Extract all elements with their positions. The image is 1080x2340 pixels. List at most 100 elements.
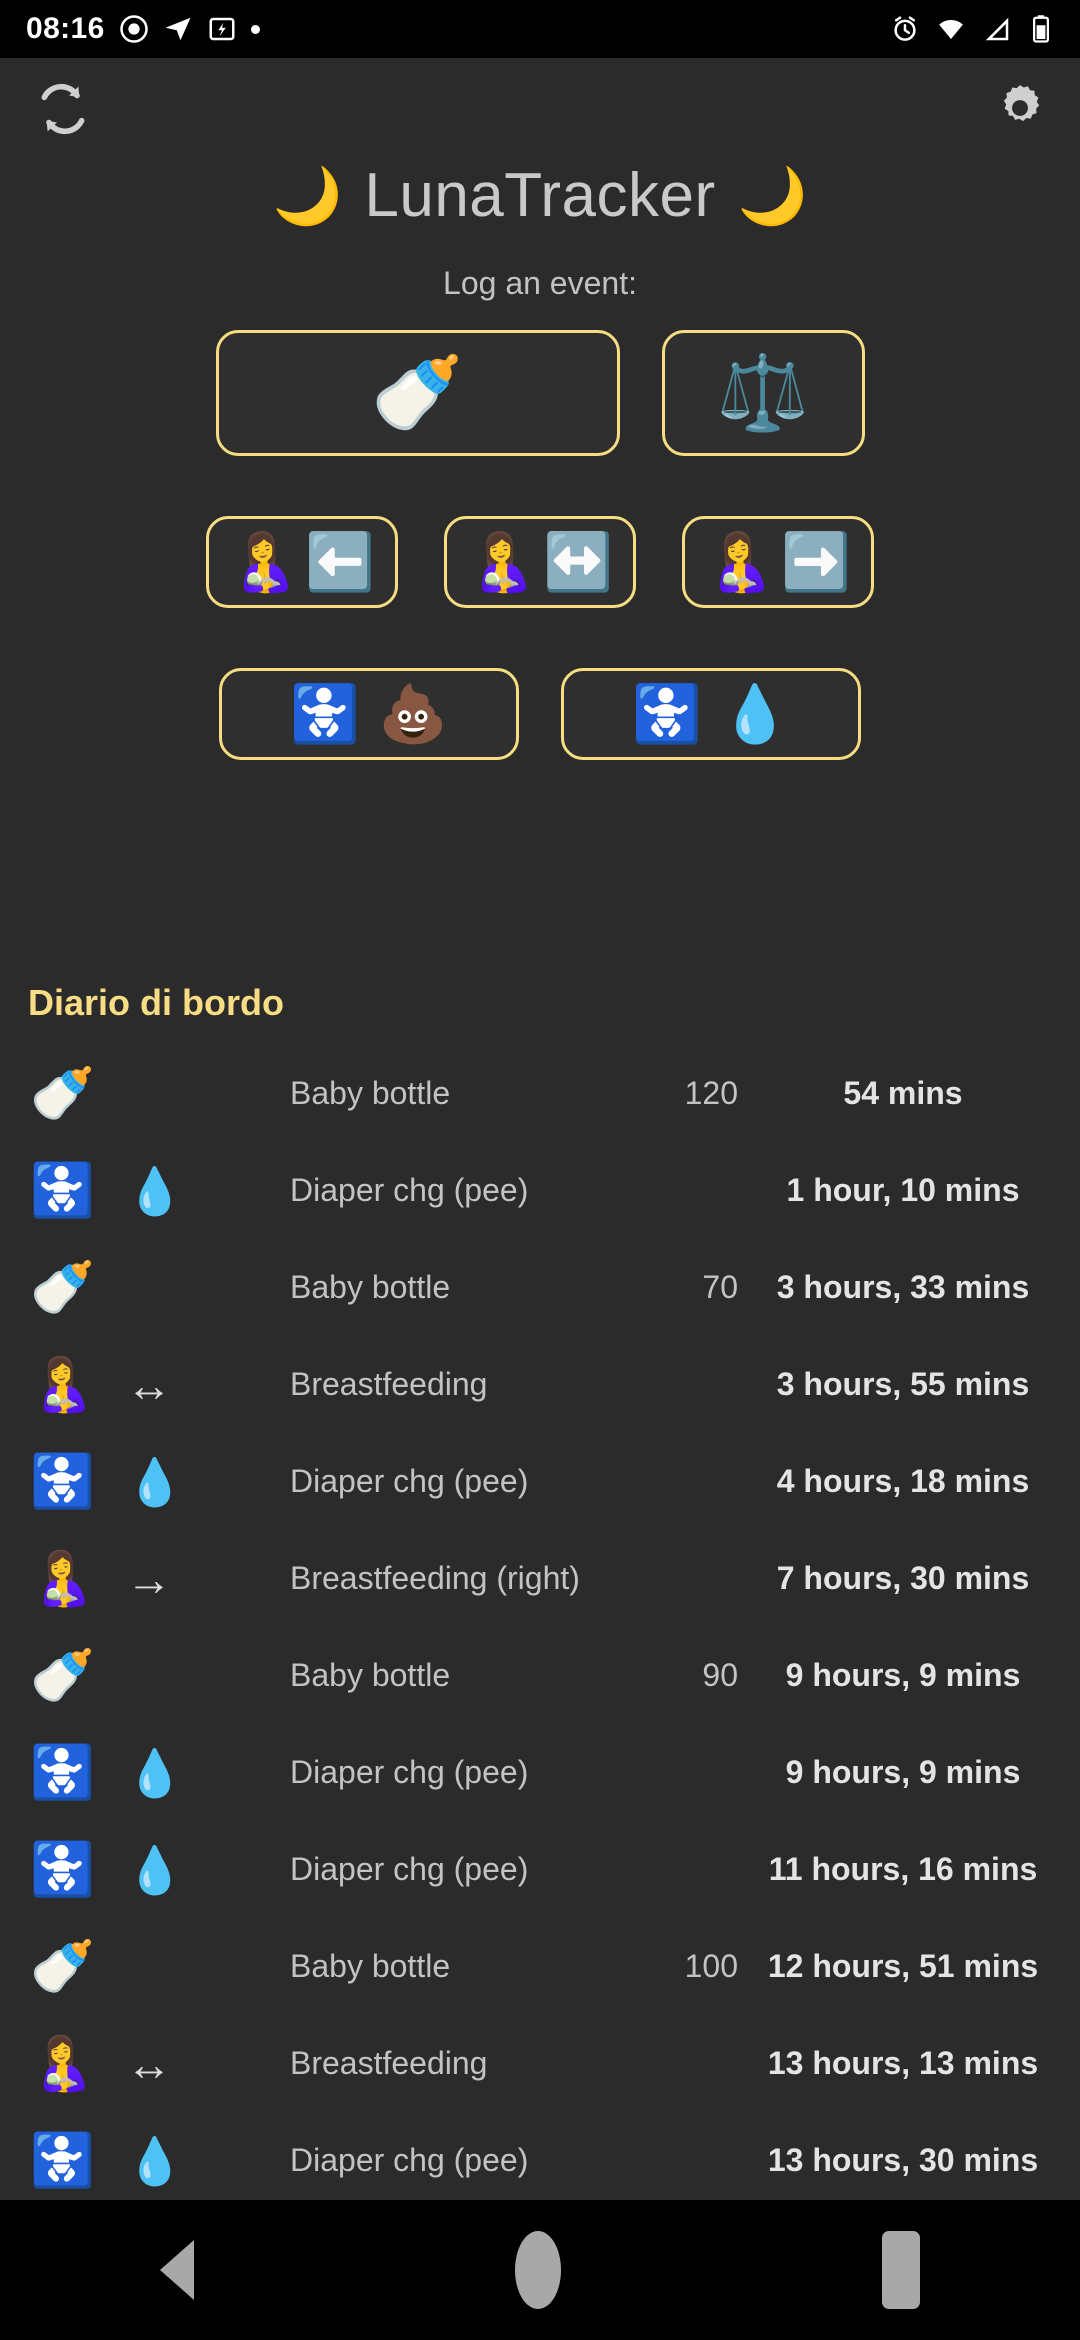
- log-type-icon: 🍼: [30, 1937, 95, 1996]
- moon-right-icon: 🌙: [737, 163, 808, 227]
- log-detail-icon: 💧: [126, 1746, 184, 1799]
- breastfeeding-icon: 🤱: [229, 530, 299, 593]
- log-row[interactable]: 🚼 💧 Diaper chg (pee) 1 hour, 10 mins: [0, 1142, 1080, 1239]
- breastfeeding-left-button[interactable]: 🤱 ⬅️: [206, 516, 398, 608]
- log-row[interactable]: 🍼 Baby bottle 100 12 hours, 51 mins: [0, 1918, 1080, 2015]
- log-row-icons: 🍼: [0, 1068, 290, 1120]
- log-row-icons: 🤱 ↔: [0, 1359, 290, 1411]
- log-row[interactable]: 🍼 Baby bottle 120 54 mins: [0, 1045, 1080, 1142]
- weight-button[interactable]: ⚖️: [661, 330, 865, 456]
- log-elapsed-time: 13 hours, 30 mins: [767, 2141, 1039, 2178]
- action-row-3: 🚼 💩 🚼 💧: [0, 668, 1080, 760]
- app-bar: [0, 58, 1080, 154]
- log-elapsed-time: 9 hours, 9 mins: [785, 1753, 1021, 1790]
- log-type-icon: 🚼: [30, 1452, 95, 1511]
- log-type-icon: 🤱: [30, 1549, 95, 1608]
- log-row-icons: 🍼: [0, 1941, 290, 1993]
- log-row[interactable]: 🚼 💧 Diaper chg (pee) 11 hours, 16 mins: [0, 1821, 1080, 1918]
- log-label: Diaper chg (pee): [290, 1754, 529, 1790]
- log-row[interactable]: 🍼 Baby bottle 90 9 hours, 9 mins: [0, 1627, 1080, 1724]
- log-detail-icon: 💧: [126, 1164, 184, 1217]
- log-type-icon: 🚼: [30, 1743, 95, 1802]
- log-row-icons: 🚼 💧: [0, 1747, 290, 1799]
- log-row[interactable]: 🤱 ↔ Breastfeeding 13 hours, 13 mins: [0, 2015, 1080, 2112]
- log-label: Baby bottle: [290, 1269, 451, 1305]
- log-label: Diaper chg (pee): [290, 1172, 529, 1208]
- log-elapsed-time: 13 hours, 13 mins: [767, 2044, 1039, 2081]
- log-row[interactable]: 🤱 ↔ Breastfeeding 3 hours, 55 mins: [0, 1336, 1080, 1433]
- log-type-icon: 🍼: [30, 1258, 95, 1317]
- arrow-both-icon: ↔️: [543, 530, 613, 593]
- log-row[interactable]: 🤱 → Breastfeeding (right) 7 hours, 30 mins: [0, 1530, 1080, 1627]
- baby-symbol-icon: 🚼: [290, 682, 360, 745]
- page-subtitle: Log an event:: [443, 265, 637, 301]
- breastfeeding-right-button[interactable]: 🤱 ➡️: [682, 516, 874, 608]
- log-row[interactable]: 🚼 💧 Diaper chg (pee) 13 hours, 30 mins: [0, 2112, 1080, 2195]
- log-label: Breastfeeding (right): [290, 1560, 580, 1596]
- log-type-icon: 🍼: [30, 1646, 95, 1705]
- log-label: Baby bottle: [290, 1075, 451, 1111]
- log-type-icon: 🤱: [30, 1355, 95, 1414]
- alarm-icon: [890, 14, 920, 44]
- log-label: Baby bottle: [290, 1657, 451, 1693]
- action-buttons: 🍼 ⚖️ 🤱 ⬅️ 🤱 ↔️ 🤱 ➡️ 🚼 💩: [0, 330, 1080, 760]
- telegram-icon: [163, 14, 193, 44]
- log-elapsed-time: 9 hours, 9 mins: [785, 1656, 1021, 1693]
- back-icon[interactable]: [160, 2240, 195, 2300]
- log-row[interactable]: 🍼 Baby bottle 70 3 hours, 33 mins: [0, 1239, 1080, 1336]
- refresh-icon[interactable]: [28, 74, 98, 144]
- breastfeeding-both-button[interactable]: 🤱 ↔️: [444, 516, 636, 608]
- log-detail-icon: 💧: [126, 2134, 184, 2187]
- log-detail-icon: ↔: [126, 2037, 172, 2090]
- log-quantity: 100: [684, 1948, 738, 1984]
- log-row[interactable]: 🚼 💧 Diaper chg (pee) 9 hours, 9 mins: [0, 1724, 1080, 1821]
- log-detail-icon: →: [126, 1552, 172, 1605]
- log-elapsed-time: 54 mins: [843, 1074, 963, 1111]
- log-label: Breastfeeding: [290, 2045, 488, 2081]
- poo-icon: 💩: [378, 682, 448, 745]
- log-type-icon: 🚼: [30, 1161, 95, 1220]
- gear-icon[interactable]: [982, 70, 1058, 146]
- log-section-title: Diario di bordo: [28, 982, 284, 1023]
- baby-symbol-icon: 🚼: [632, 682, 702, 745]
- log-row[interactable]: 🚼 💧 Diaper chg (pee) 4 hours, 18 mins: [0, 1433, 1080, 1530]
- log-elapsed-time: 3 hours, 55 mins: [776, 1365, 1030, 1402]
- log-row-icons: 🤱 →: [0, 1553, 290, 1605]
- log-elapsed-time: 4 hours, 18 mins: [776, 1462, 1030, 1499]
- log-row-icons: 🍼: [0, 1262, 290, 1314]
- bottle-button[interactable]: 🍼: [215, 330, 620, 456]
- log-row-icons: 🚼 💧: [0, 1456, 290, 1508]
- home-icon[interactable]: [514, 2231, 561, 2309]
- recents-icon[interactable]: [881, 2231, 920, 2309]
- log-label: Diaper chg (pee): [290, 1463, 529, 1499]
- log-detail-icon: ↔: [126, 1358, 172, 1411]
- log-elapsed-time: 11 hours, 16 mins: [768, 1850, 1038, 1887]
- log-row-icons: 🍼: [0, 1650, 290, 1702]
- log-detail-icon: 💧: [126, 1843, 184, 1896]
- log-elapsed-time: 3 hours, 33 mins: [776, 1268, 1030, 1305]
- breastfeeding-icon: 🤱: [467, 530, 537, 593]
- log-quantity: 120: [684, 1075, 738, 1111]
- log-label: Baby bottle: [290, 1948, 451, 1984]
- log-detail-icon: 💧: [126, 1455, 184, 1508]
- screenshot-icon: [207, 14, 237, 44]
- diaper-poo-button[interactable]: 🚼 💩: [219, 668, 519, 760]
- log-label: Breastfeeding: [290, 1366, 488, 1402]
- wifi-icon: [936, 14, 966, 44]
- log-elapsed-time: 1 hour, 10 mins: [786, 1171, 1020, 1208]
- log-type-icon: 🚼: [30, 2131, 95, 2190]
- scale-icon: ⚖️: [716, 351, 810, 434]
- log-elapsed-time: 7 hours, 30 mins: [776, 1559, 1030, 1596]
- arrow-right-icon: ➡️: [781, 530, 851, 593]
- battery-icon: [1028, 14, 1054, 44]
- arrow-left-icon: ⬅️: [305, 530, 375, 593]
- status-bar: 08:16: [0, 0, 1080, 58]
- breastfeeding-icon: 🤱: [705, 530, 775, 593]
- diaper-pee-button[interactable]: 🚼 💧: [561, 668, 861, 760]
- dot-icon: [250, 24, 260, 34]
- log-type-icon: 🍼: [30, 1064, 95, 1123]
- log-list[interactable]: 🍼 Baby bottle 120 54 mins 🚼 💧 Diaper chg (pee)…: [0, 1045, 1080, 2195]
- navigation-bar: [0, 2200, 1080, 2340]
- log-row-icons: 🚼 💧: [0, 1165, 290, 1217]
